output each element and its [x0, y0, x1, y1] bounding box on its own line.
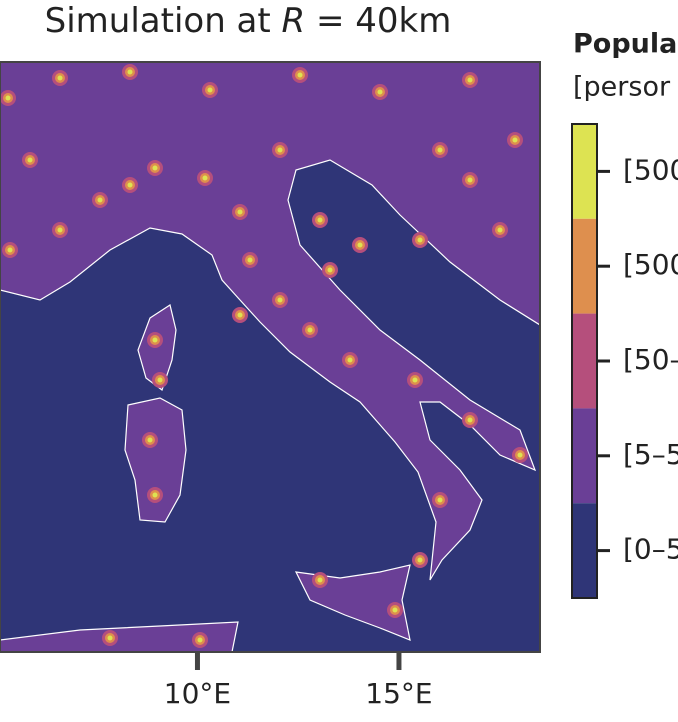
sardinia: [124, 397, 187, 523]
x-tick-label: 10°E: [164, 677, 231, 710]
city-core: [237, 312, 243, 318]
map-title: Simulation at R = 40km: [45, 1, 452, 41]
city-core: [147, 437, 153, 443]
city-core: [297, 72, 303, 78]
city-core: [157, 377, 163, 383]
city-core: [417, 237, 423, 243]
legend-swatch: [572, 124, 597, 219]
city-core: [412, 377, 418, 383]
city-core: [497, 227, 503, 233]
city-core: [467, 417, 473, 423]
city-core: [392, 607, 398, 613]
map-frame: [0, 61, 541, 653]
city-core: [417, 557, 423, 563]
city-core: [327, 267, 333, 273]
city-core: [127, 69, 133, 75]
city-core: [107, 635, 113, 641]
title-part: = 40km: [305, 1, 451, 41]
city-core: [197, 637, 203, 643]
city-core: [57, 227, 63, 233]
legend-swatch: [572, 503, 597, 598]
legend-label: [500: [623, 248, 678, 281]
legend-swatch: [572, 218, 597, 314]
city-core: [202, 175, 208, 181]
cities: [0, 64, 528, 648]
city-core: [57, 75, 63, 81]
legend-title: Popula: [573, 29, 677, 60]
legend-frame: [571, 123, 598, 599]
city-core: [152, 337, 158, 343]
city-core: [7, 247, 13, 253]
city-core: [467, 177, 473, 183]
city-core: [377, 89, 383, 95]
title-part: Simulation at: [45, 1, 282, 41]
city-core: [437, 497, 443, 503]
x-tick-label: 15°E: [365, 677, 432, 710]
x-axis: 10°E 15°E: [164, 652, 433, 710]
legend-label: [0–5: [623, 533, 678, 566]
legend-label: [5–5: [623, 438, 678, 471]
legend-subtitle: [persor: [573, 72, 671, 103]
city-core: [307, 327, 313, 333]
city-core: [517, 452, 523, 458]
city-core: [97, 197, 103, 203]
legend: [500 [500 [50– [5–5 [0–5: [571, 123, 678, 599]
legend-label: [500: [623, 153, 678, 186]
city-core: [357, 242, 363, 248]
city-core: [277, 297, 283, 303]
city-core: [512, 137, 518, 143]
legend-label: [50–: [623, 343, 678, 376]
legend-swatch: [572, 408, 597, 504]
city-core: [467, 77, 473, 83]
city-core: [127, 182, 133, 188]
city-core: [152, 492, 158, 498]
city-core: [152, 165, 158, 171]
map: [0, 62, 540, 652]
title-part: R: [282, 1, 306, 41]
city-core: [207, 87, 213, 93]
city-core: [317, 217, 323, 223]
city-core: [437, 147, 443, 153]
mainland: [0, 62, 540, 581]
legend-swatch: [572, 313, 597, 409]
city-core: [277, 147, 283, 153]
city-core: [347, 357, 353, 363]
city-core: [317, 577, 323, 583]
city-core: [27, 157, 33, 163]
city-core: [237, 209, 243, 215]
africa: [0, 621, 239, 652]
city-core: [5, 95, 11, 101]
city-core: [247, 257, 253, 263]
